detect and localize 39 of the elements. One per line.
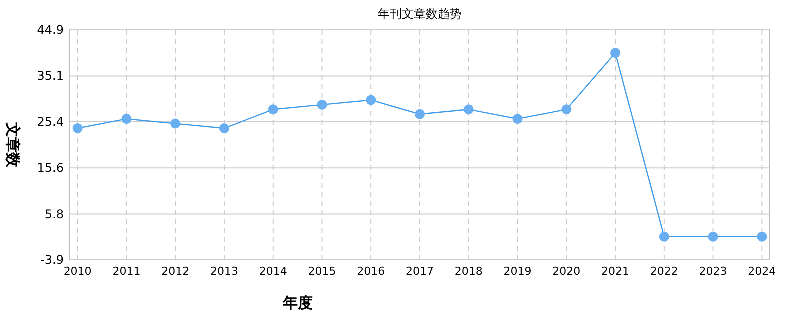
point — [366, 95, 376, 106]
y-axis-title: 文章数 — [4, 122, 22, 168]
x-tick-label: 2014 — [259, 265, 288, 278]
point — [708, 232, 718, 242]
y-tick-label: -3.9 — [40, 253, 64, 267]
x-tick-label: 2019 — [504, 265, 532, 278]
y-tick-label: 44.9 — [37, 23, 64, 37]
y-tick-label: 35.1 — [37, 69, 64, 84]
x-tick-label: 2010 — [64, 265, 92, 278]
point — [512, 114, 523, 124]
point — [317, 100, 328, 110]
x-tick-label: 2012 — [162, 265, 190, 278]
point — [122, 114, 132, 124]
point — [170, 118, 181, 129]
y-tick-label: 5.8 — [44, 207, 64, 222]
x-tick-label: 2013 — [210, 265, 238, 278]
x-tick-label: 2021 — [602, 265, 630, 278]
y-tick-label: 25.4 — [37, 114, 64, 129]
point — [268, 104, 278, 115]
x-tick-label: 2023 — [699, 265, 728, 278]
x-tick-label: 2016 — [357, 265, 386, 278]
y-tick-label: 15.6 — [37, 161, 64, 176]
point — [72, 124, 83, 134]
x-tick-label: 2015 — [308, 265, 336, 278]
point — [219, 124, 230, 134]
point — [757, 232, 768, 242]
x-tick-label: 2011 — [112, 265, 141, 278]
point — [415, 109, 425, 120]
x-tick-label: 2024 — [748, 265, 776, 278]
x-tick-label: 2018 — [454, 265, 483, 278]
point — [659, 232, 670, 242]
point — [562, 104, 572, 115]
x-axis-title: 年度 — [282, 294, 313, 312]
chart-title: 年刊文章数趋势 — [378, 7, 462, 21]
point — [464, 104, 474, 115]
x-tick-label: 2020 — [552, 265, 581, 278]
point — [610, 48, 621, 58]
x-tick-label: 2022 — [650, 265, 678, 278]
x-tick-label: 2017 — [406, 265, 434, 278]
